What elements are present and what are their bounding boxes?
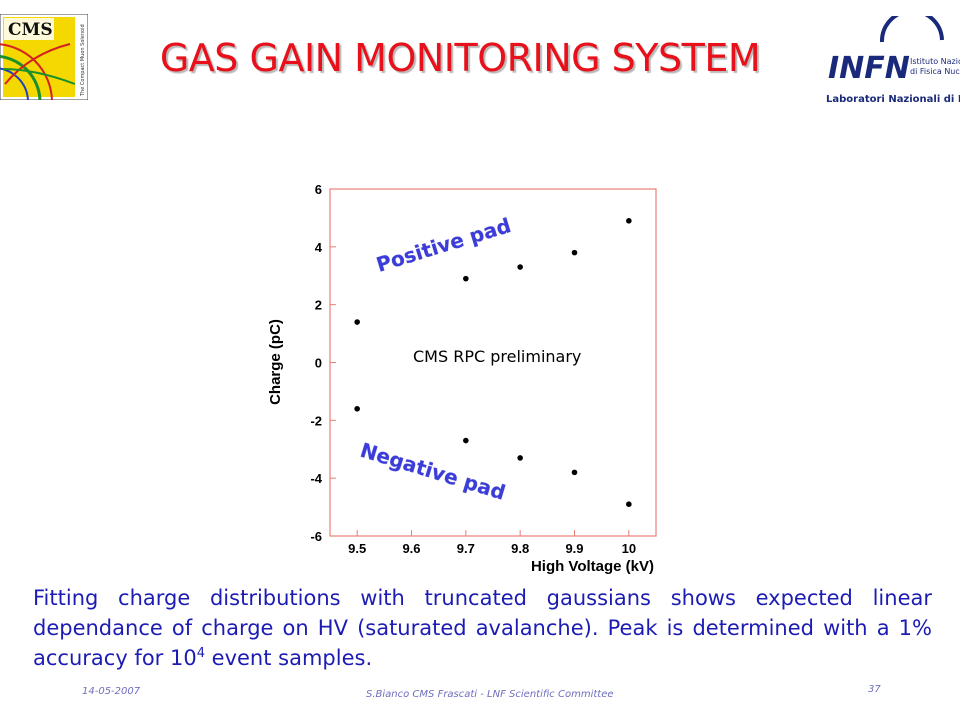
data-point xyxy=(517,455,523,461)
y-axis-label: Charge (pC) xyxy=(267,319,284,405)
cms-logo-text: CMS xyxy=(8,20,53,40)
infn-logo-line2: di Fisica Nucleare xyxy=(910,67,960,76)
chart-annotation: CMS RPC preliminary xyxy=(413,347,581,366)
data-point xyxy=(354,405,360,412)
infn-logo-line3: Laboratori Nazionali di Frascati xyxy=(826,94,960,105)
page-number: 37 xyxy=(868,684,881,695)
body-text-exponent: 4 xyxy=(196,646,205,661)
body-text-tail: event samples. xyxy=(204,646,373,670)
cms-logo: CMS The Compact Muon Solenoid xyxy=(0,13,89,161)
infn-logo-text: INFN xyxy=(828,51,910,86)
body-text-main: Fitting charge distributions with trunca… xyxy=(33,586,932,670)
footer-credit: S.Bianco CMS Frascati - LNF Scientific C… xyxy=(366,689,614,700)
x-tick-label: 9.6 xyxy=(402,541,420,556)
y-tick-label: 2 xyxy=(315,298,322,313)
x-axis-label: High Voltage (kV) xyxy=(531,558,654,575)
data-point xyxy=(354,319,360,325)
body-text: Fitting charge distributions with trunca… xyxy=(33,583,932,673)
series-label-negative-pad: Negative pad xyxy=(358,438,509,505)
charge-vs-hv-chart: 9.5 9.6 9.7 9.8 9.9 10 6 4 2 0 -2 -4 -6 High Voltage … xyxy=(267,182,657,575)
y-tick-label: -2 xyxy=(310,413,322,428)
data-point xyxy=(571,249,578,256)
footer-date: 14-05-2007 xyxy=(82,686,141,697)
y-tick-label: -4 xyxy=(310,471,322,486)
slide-title: GAS GAIN MONITORING SYSTEM xyxy=(159,36,761,80)
data-point xyxy=(463,437,469,444)
data-point xyxy=(626,501,632,507)
data-point xyxy=(626,218,632,224)
cms-logo-tagline: The Compact Muon Solenoid xyxy=(80,24,86,97)
series-label-positive-pad: Positive pad xyxy=(373,213,513,277)
infn-logo-line1: Istituto Nazionale xyxy=(910,57,960,66)
x-tick-label: 9.8 xyxy=(511,541,529,556)
x-tick-label: 10 xyxy=(622,541,636,556)
y-tick-label: -6 xyxy=(310,529,322,544)
y-tick-label: 0 xyxy=(315,356,322,371)
data-point xyxy=(463,275,469,282)
y-tick-label: 4 xyxy=(315,240,323,255)
x-tick-label: 9.5 xyxy=(348,541,366,556)
x-tick-label: 9.9 xyxy=(565,541,583,556)
data-point xyxy=(571,469,578,476)
x-tick-label: 9.7 xyxy=(457,541,475,556)
data-point xyxy=(517,264,523,270)
y-tick-label: 6 xyxy=(315,182,322,197)
infn-logo: INFN Istituto Nazionale di Fisica Nuclea… xyxy=(818,9,960,116)
